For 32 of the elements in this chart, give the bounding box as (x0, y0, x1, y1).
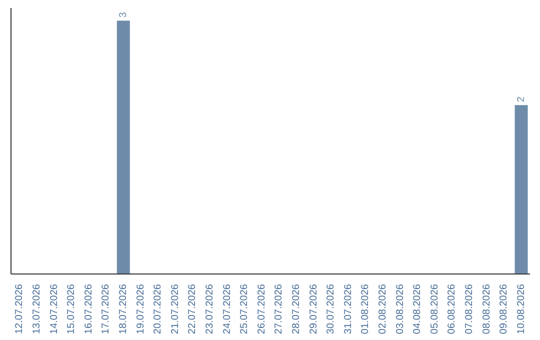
x-tick-label: 17.07.2026 (100, 284, 112, 334)
x-tick-label: 30.07.2026 (326, 284, 337, 334)
x-tick-label: 21.07.2026 (170, 284, 181, 334)
x-tick-label: 06.08.2026 (446, 284, 458, 334)
x-tick-label: 22.07.2026 (187, 284, 198, 334)
x-tick-label: 26.07.2026 (256, 284, 268, 334)
x-tick-label: 03.08.2026 (394, 284, 406, 334)
x-tick-label: 10.08.2026 (516, 284, 527, 334)
x-tick-label: 13.07.2026 (31, 284, 42, 334)
x-tick-label: 23.07.2026 (204, 284, 216, 334)
x-tick-label: 18.07.2026 (118, 284, 129, 334)
x-tick-label: 08.08.2026 (481, 284, 492, 334)
data-label: 2 (516, 96, 527, 102)
x-tick-label: 31.07.2026 (342, 284, 354, 334)
x-tick-label: 19.07.2026 (135, 284, 146, 334)
data-label: 3 (118, 12, 129, 18)
x-tick-label: 25.07.2026 (239, 284, 250, 334)
x-tick-label: 24.07.2026 (222, 284, 233, 334)
x-tick-label: 16.07.2026 (83, 284, 94, 334)
x-tick-label: 04.08.2026 (412, 284, 424, 334)
x-tick-label: 07.08.2026 (464, 284, 475, 334)
x-tick-label: 01.08.2026 (360, 284, 372, 334)
x-tick-label: 27.07.2026 (274, 284, 285, 334)
x-tick-label: 14.07.2026 (48, 284, 60, 334)
x-tick-label: 12.07.2026 (14, 284, 26, 334)
x-tick-label: 15.07.2026 (66, 284, 78, 334)
x-tick-label: 02.08.2026 (377, 284, 388, 334)
x-tick-label: 20.07.2026 (152, 284, 164, 334)
x-tick-label: 09.08.2026 (498, 284, 510, 334)
x-tick-label: 29.07.2026 (308, 284, 320, 334)
x-tick-label: 28.07.2026 (290, 284, 302, 334)
x-tick-label: 05.08.2026 (429, 284, 440, 334)
